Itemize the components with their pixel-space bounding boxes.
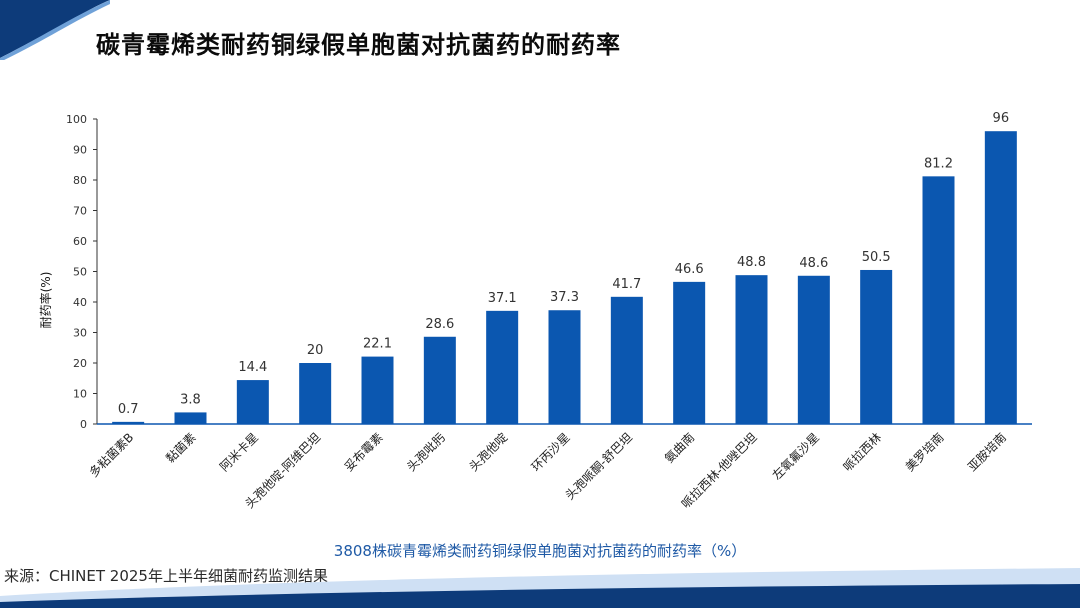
corner-decoration xyxy=(0,0,110,60)
data-label: 96 xyxy=(993,111,1010,126)
bar xyxy=(922,176,955,424)
category-label: 亚胺培南 xyxy=(964,430,1009,475)
category-label: 哌拉西林 xyxy=(840,430,885,475)
bar xyxy=(361,356,394,424)
data-label: 48.8 xyxy=(737,255,766,270)
y-tick-label: 70 xyxy=(73,205,87,218)
category-label: 黏菌素 xyxy=(163,430,198,465)
bar xyxy=(112,421,145,424)
data-label: 14.4 xyxy=(238,360,267,375)
y-tick-label: 40 xyxy=(73,296,87,309)
data-label: 28.6 xyxy=(425,317,454,332)
category-label: 头孢吡肟 xyxy=(404,430,448,474)
data-label: 41.7 xyxy=(612,277,641,292)
y-tick-label: 0 xyxy=(80,418,87,431)
data-label: 37.1 xyxy=(488,291,517,306)
category-label: 多粘菌素B xyxy=(86,430,136,480)
chart-caption: 3808株碳青霉烯类耐药铜绿假单胞菌对抗菌药的耐药率（%） xyxy=(333,542,747,560)
category-label: 左氧氟沙星 xyxy=(769,430,822,483)
bar xyxy=(984,131,1017,424)
y-tick-label: 20 xyxy=(73,357,87,370)
bar-chart: 0 10 20 30 40 50 60 70 80 90 100 耐药率(%) 0.7 多粘菌素B 3.8 黏… xyxy=(38,111,1032,511)
y-axis-title: 耐药率(%) xyxy=(38,272,53,329)
category-label: 头孢哌酮-舒巴坦 xyxy=(563,430,635,502)
data-label: 81.2 xyxy=(924,156,953,171)
y-tick-label: 10 xyxy=(73,388,87,401)
bar xyxy=(673,281,706,424)
y-tick-label: 90 xyxy=(73,144,87,157)
y-tick-label: 80 xyxy=(73,174,87,187)
category-label: 美罗培南 xyxy=(902,430,947,475)
slide-title: 碳青霉烯类耐药铜绿假单胞菌对抗菌药的耐药率 xyxy=(96,31,621,59)
bar xyxy=(548,310,581,424)
bar xyxy=(860,269,893,424)
data-label: 20 xyxy=(307,343,324,358)
category-label: 氨曲南 xyxy=(661,430,697,466)
bar xyxy=(236,380,269,424)
bottom-decoration xyxy=(0,568,1080,608)
data-label: 48.6 xyxy=(799,256,828,271)
bar xyxy=(423,336,456,424)
data-label: 50.5 xyxy=(862,250,891,265)
bar xyxy=(174,412,207,424)
bar xyxy=(610,296,643,424)
bar xyxy=(797,275,830,424)
data-label: 3.8 xyxy=(180,392,201,407)
category-label: 头孢他啶 xyxy=(466,430,510,474)
y-tick-label: 30 xyxy=(73,327,87,340)
bar xyxy=(735,275,768,424)
bar xyxy=(486,310,519,424)
category-label: 环丙沙星 xyxy=(529,430,573,474)
category-label: 阿米卡星 xyxy=(217,430,261,474)
source-note: 来源：CHINET 2025年上半年细菌耐药监测结果 xyxy=(4,567,328,585)
data-label: 0.7 xyxy=(118,402,139,417)
category-label: 妥布霉素 xyxy=(342,430,386,474)
y-tick-label: 60 xyxy=(73,235,87,248)
data-label: 46.6 xyxy=(675,262,704,277)
data-label: 22.1 xyxy=(363,337,392,352)
y-tick-label: 50 xyxy=(73,266,87,279)
y-tick-label: 100 xyxy=(66,113,87,126)
data-label: 37.3 xyxy=(550,290,579,305)
bar xyxy=(299,363,332,424)
